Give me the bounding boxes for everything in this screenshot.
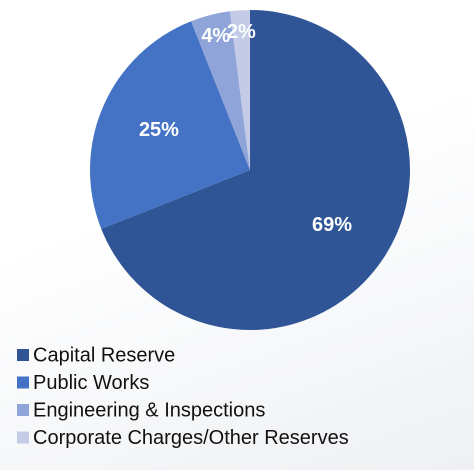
pie-slice <box>229 10 250 170</box>
pie-slice <box>101 10 410 330</box>
pie-slice <box>89 21 250 229</box>
data-label: 2% <box>227 21 256 43</box>
legend-label: Public Works <box>33 372 149 394</box>
legend-label: Engineering & Inspections <box>33 399 265 421</box>
legend-swatch <box>17 404 29 416</box>
data-label: 25% <box>139 119 179 141</box>
data-label: 69% <box>312 214 352 236</box>
legend-swatch <box>17 376 29 389</box>
legend-label: Corporate Charges/Other Reserves <box>33 427 349 449</box>
legend-swatch <box>17 349 29 361</box>
legend-label: Capital Reserve <box>33 344 175 366</box>
data-label: 4% <box>201 25 230 47</box>
pie-slice <box>191 11 250 171</box>
legend-swatch <box>17 431 29 444</box>
